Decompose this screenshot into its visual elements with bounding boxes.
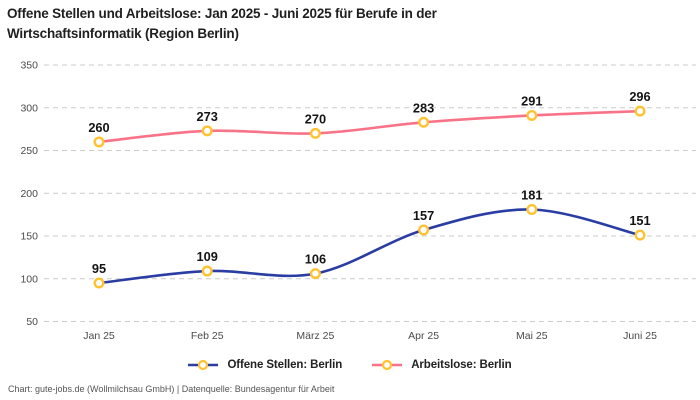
data-point-marker[interactable] xyxy=(526,203,538,215)
legend-swatch-icon xyxy=(188,359,219,371)
y-axis-tick-label: 250 xyxy=(20,145,38,157)
data-point-marker[interactable] xyxy=(418,116,430,128)
data-point-label: 260 xyxy=(88,120,109,135)
data-point-label: 296 xyxy=(629,89,650,104)
data-point-label: 95 xyxy=(92,261,106,276)
y-axis-tick-label: 200 xyxy=(20,188,38,200)
data-point-label: 109 xyxy=(197,249,218,264)
legend-label: Offene Stellen: Berlin xyxy=(227,359,343,371)
legend-item[interactable]: Offene Stellen: Berlin xyxy=(188,358,342,372)
chart-title: Offene Stellen und Arbeitslose: Jan 2025… xyxy=(7,6,437,41)
y-axis-tick-label: 300 xyxy=(20,102,38,114)
series-line xyxy=(97,109,642,144)
legend-item[interactable]: Arbeitslose: Berlin xyxy=(372,358,512,372)
data-point-label: 157 xyxy=(413,208,434,223)
y-axis-tick-label: 100 xyxy=(20,273,38,285)
data-point-label: 273 xyxy=(197,109,218,124)
chart-legend: Offene Stellen: Berlin Arbeitslose: Berli… xyxy=(0,358,700,372)
data-point-marker[interactable] xyxy=(526,109,538,121)
data-point-label: 270 xyxy=(305,111,326,126)
data-point-label: 291 xyxy=(521,93,542,108)
series-line xyxy=(97,208,642,285)
data-point-marker[interactable] xyxy=(418,224,430,236)
legend-label: Arbeitslose: Berlin xyxy=(411,359,512,371)
data-point-marker[interactable] xyxy=(201,265,213,277)
data-point-marker[interactable] xyxy=(634,229,646,241)
x-axis-tick-label: März 25 xyxy=(296,330,334,342)
legend-swatch-icon xyxy=(372,359,403,371)
x-axis-tick-label: Mai 25 xyxy=(516,330,548,342)
x-axis-tick-label: Juni 25 xyxy=(623,330,657,342)
x-axis-tick-label: Jan 25 xyxy=(83,330,115,342)
data-point-label: 181 xyxy=(521,187,542,202)
data-point-label: 106 xyxy=(305,252,326,267)
data-point-marker[interactable] xyxy=(309,127,321,139)
data-point-marker[interactable] xyxy=(309,268,321,280)
chart-source-note: Chart: gute-jobs.de (Wollmilchsau GmbH) … xyxy=(8,384,335,394)
y-axis-tick-label: 50 xyxy=(26,316,38,328)
data-point-label: 283 xyxy=(413,100,434,115)
x-axis-tick-label: Apr 25 xyxy=(408,330,439,342)
data-point-label: 151 xyxy=(629,213,650,228)
data-point-marker[interactable] xyxy=(201,125,213,137)
y-axis-tick-label: 150 xyxy=(20,231,38,243)
data-point-marker[interactable] xyxy=(93,277,105,289)
y-axis-tick-label: 350 xyxy=(20,60,38,72)
data-point-marker[interactable] xyxy=(93,136,105,148)
x-axis-tick-label: Feb 25 xyxy=(191,330,224,342)
data-point-marker[interactable] xyxy=(634,105,646,117)
